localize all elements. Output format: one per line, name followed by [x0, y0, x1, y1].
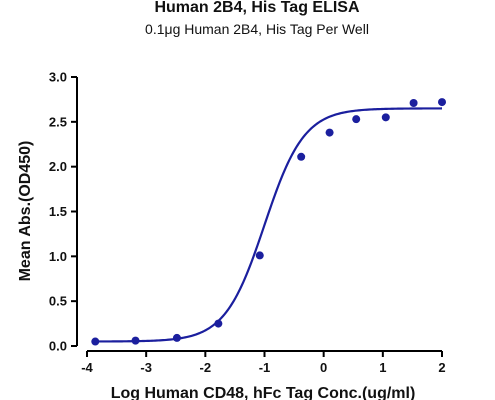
x-tick-label: 2 — [438, 360, 445, 375]
y-tick-label: 0.0 — [49, 339, 67, 354]
y-ticks: 0.0 0.5 1.0 1.5 2.0 2.5 3.0 — [49, 70, 77, 354]
data-point — [255, 251, 264, 260]
x-tick-label: -1 — [259, 360, 271, 375]
y-tick-label: 2.0 — [49, 159, 67, 174]
y-axis-label: Mean Abs.(OD450) — [17, 141, 34, 282]
chart-title: Human 2B4, His Tag ELISA — [154, 0, 360, 16]
y-tick-label: 1.5 — [49, 204, 67, 219]
chart-subtitle: 0.1μg Human 2B4, His Tag Per Well — [145, 21, 369, 37]
data-points — [91, 98, 446, 346]
y-tick-label: 0.5 — [49, 294, 67, 309]
data-point — [297, 152, 306, 161]
data-point — [381, 113, 390, 122]
plot-area: 0.0 0.5 1.0 1.5 2.0 2.5 3.0 -4 -3 -2 -1 0 1 2 — [49, 70, 446, 375]
y-tick-label: 3.0 — [49, 70, 67, 85]
data-point — [172, 333, 181, 342]
x-axis-label: Log Human CD48, hFc Tag Conc.(ug/ml) — [111, 385, 416, 400]
x-tick-label: -4 — [81, 360, 93, 375]
x-tick-label: 1 — [379, 360, 386, 375]
x-ticks: -4 -3 -2 -1 0 1 2 — [81, 351, 446, 375]
data-point — [409, 99, 418, 108]
x-tick-label: -2 — [200, 360, 212, 375]
data-point — [325, 128, 334, 137]
y-tick-label: 2.5 — [49, 114, 67, 129]
data-point — [352, 115, 361, 124]
x-tick-label: 0 — [320, 360, 327, 375]
fit-curve — [95, 107, 443, 343]
data-point — [438, 98, 446, 107]
data-point — [91, 337, 100, 346]
data-point — [131, 336, 140, 345]
data-point — [214, 319, 223, 328]
y-tick-label: 1.0 — [49, 249, 67, 264]
x-tick-label: -3 — [140, 360, 152, 375]
